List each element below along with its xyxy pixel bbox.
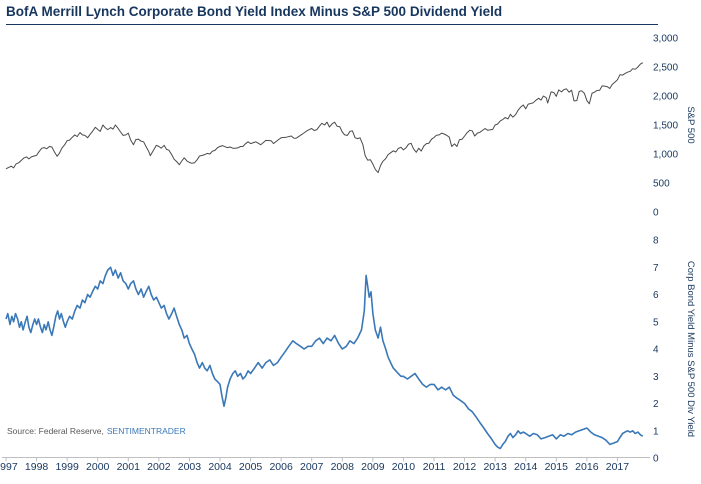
x-tick-label: 2000 (86, 461, 110, 473)
x-tick-label: 2005 (239, 461, 263, 473)
sp500-y-tick-label: 1,500 (653, 121, 678, 132)
corp-bond-yield-minus-div-yield-y-tick-label: 3 (653, 372, 659, 383)
x-tick-label: 2017 (606, 461, 630, 473)
x-tick-label: 2013 (483, 461, 507, 473)
x-tick-label: 2009 (361, 461, 385, 473)
x-tick-label: 1999 (55, 461, 79, 473)
corp-bond-yield-minus-div-yield-series-line (5, 266, 644, 450)
x-tick-label: 2001 (117, 461, 141, 473)
sp500-series-line (5, 62, 644, 174)
corp-bond-yield-minus-div-yield-y-tick-label: 4 (653, 345, 659, 356)
corp-bond-yield-minus-div-yield-y-tick-label: 6 (653, 290, 659, 301)
corp-bond-yield-minus-div-yield-y-tick-label: 1 (653, 426, 659, 437)
sp500-y-tick-label: 500 (653, 179, 670, 190)
sentimentrader-link[interactable]: SENTIMENTRADER (106, 426, 186, 436)
sp500-y-tick-label: 2,500 (653, 63, 678, 74)
source-line: Source: Federal Reserve, SENTIMENTRADER (7, 426, 186, 436)
x-tick-label: 2008 (331, 461, 355, 473)
corp-bond-yield-minus-div-yield-y-tick-label: 2 (653, 399, 659, 410)
x-tick-label: 2003 (178, 461, 202, 473)
x-tick-label: 2014 (514, 461, 538, 473)
x-tick-label: 1997 (0, 461, 18, 473)
corp-bond-yield-minus-div-yield-y-tick-label: 8 (653, 236, 659, 247)
sp500-y-tick-label: 2,000 (653, 92, 678, 103)
sp500-y-tick-label: 3,000 (653, 34, 678, 45)
x-tick-label: 2011 (423, 461, 446, 473)
sp500-y-tick-label: 1,000 (653, 150, 678, 161)
x-tick-label: 2002 (147, 461, 171, 473)
corp-bond-yield-minus-div-yield-y-tick-label: 5 (653, 317, 659, 328)
x-tick-label: 2007 (300, 461, 324, 473)
x-tick-label: 2004 (208, 461, 232, 473)
x-tick-label: 2006 (269, 461, 293, 473)
corp-bond-yield-minus-div-yield-y-tick-label: 0 (653, 454, 659, 465)
x-tick-label: 2010 (392, 461, 416, 473)
corp-bond-yield-minus-div-yield-axis-title: Corp Bond Yield Minus S&P 500 Div Yield (685, 261, 696, 437)
x-tick-label: 2016 (575, 461, 599, 473)
x-tick-label: 2015 (545, 461, 569, 473)
x-tick-label: 1998 (25, 461, 49, 473)
x-tick-label: 2012 (453, 461, 477, 473)
source-label: Source: Federal Reserve, (7, 426, 104, 436)
sp500-axis-title: S&P 500 (685, 106, 696, 143)
sp500-y-tick-label: 0 (653, 208, 659, 219)
chart-title: BofA Merrill Lynch Corporate Bond Yield … (6, 4, 658, 25)
corp-bond-yield-minus-div-yield-y-tick-label: 7 (653, 263, 659, 274)
